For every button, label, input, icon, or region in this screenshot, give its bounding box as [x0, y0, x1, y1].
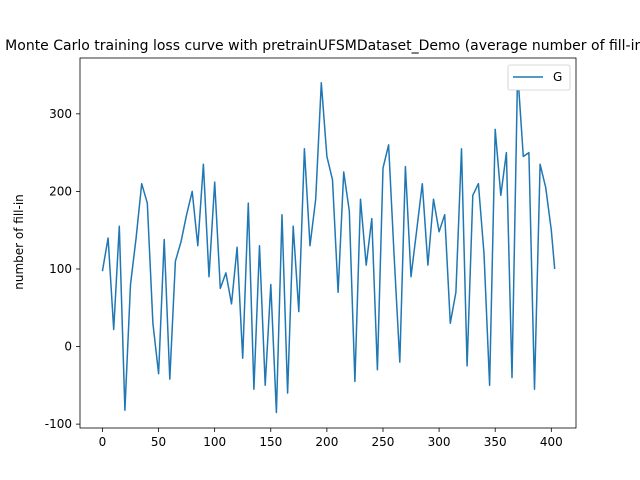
x-tick-label: 350 [484, 435, 507, 449]
x-tick-label: 200 [315, 435, 338, 449]
plot-area [80, 58, 576, 428]
legend-label-g: G [553, 70, 562, 84]
y-tick-label: 0 [64, 340, 72, 354]
plot-frame [79, 57, 577, 429]
y-tick-label: 300 [49, 107, 72, 121]
x-tick-label: 400 [540, 435, 563, 449]
x-axis: 0 50 100 150 200 250 300 350 400 [99, 428, 563, 449]
chart-title: Monte Carlo training loss curve with pre… [5, 38, 640, 54]
legend: G [507, 64, 571, 91]
x-tick-label: 0 [99, 435, 107, 449]
x-tick-label: 50 [151, 435, 166, 449]
x-tick-label: 150 [259, 435, 282, 449]
y-axis: -100 0 100 200 300 [45, 107, 80, 431]
y-tick-label: 200 [49, 184, 72, 198]
y-axis-label: number of fill-in [12, 194, 26, 290]
series-line-g [101, 70, 556, 414]
x-tick-label: 300 [428, 435, 451, 449]
y-tick-label: -100 [45, 417, 72, 431]
x-tick-label: 100 [203, 435, 226, 449]
x-tick-label: 250 [372, 435, 395, 449]
y-tick-label: 100 [49, 262, 72, 276]
